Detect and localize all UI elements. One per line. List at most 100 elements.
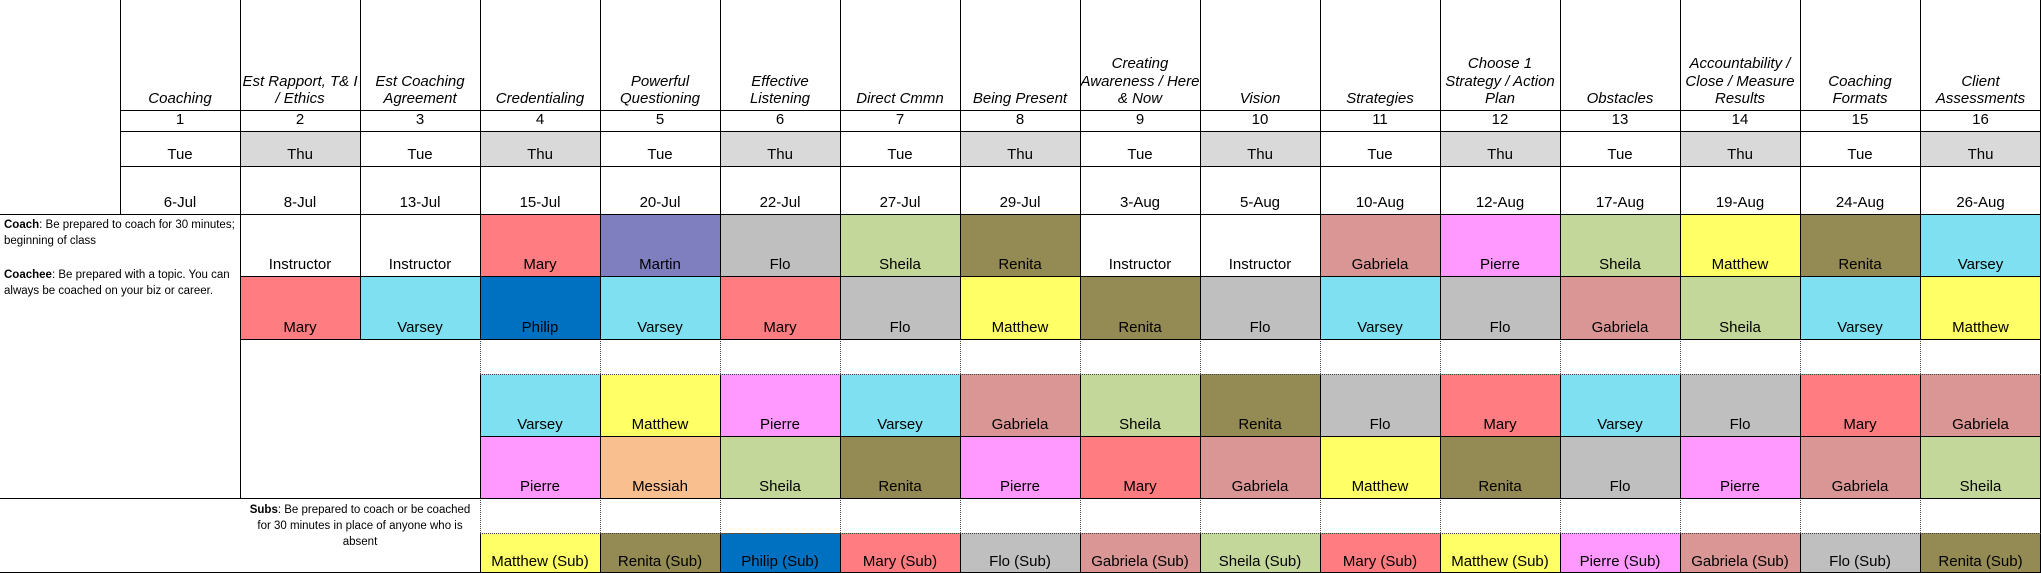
session-day: Tue [647, 146, 673, 164]
grid-line [600, 533, 601, 573]
coach-cell: Pierre [1440, 214, 1560, 276]
pair1-cell: Matthew [600, 374, 720, 436]
grid-line [960, 0, 961, 339]
grid-line [1080, 339, 1081, 374]
grid-line [1440, 0, 1441, 339]
coach-cell: Varsey [1920, 214, 2041, 276]
coachee-cell: Sheila [1680, 276, 1800, 339]
sub-cell: Matthew (Sub) [1440, 533, 1560, 573]
grid-line [1800, 339, 1801, 374]
coach-cell: Flo [720, 214, 840, 276]
coach-cell: Renita [960, 214, 1080, 276]
grid-line [1080, 0, 1081, 339]
coach-cell: Renita [1800, 214, 1920, 276]
pair1-cell: Varsey [840, 374, 960, 436]
session-day: Thu [1920, 131, 2041, 166]
sub-cell: Philip (Sub) [720, 533, 840, 573]
grid-line [480, 339, 481, 374]
coachee-cell: Gabriela [1560, 276, 1680, 339]
grid-line [1920, 436, 1921, 498]
coachee-cell: Varsey [600, 276, 720, 339]
grid-line [480, 533, 2041, 534]
grid-line [960, 339, 961, 374]
grid-line [1320, 0, 1321, 339]
pair2-cell: Mary [1080, 436, 1200, 498]
sub-cell: Flo (Sub) [1800, 533, 1920, 573]
session-topic: Vision [1239, 90, 1281, 108]
session-day: Thu [720, 131, 840, 166]
coachee-cell: Renita [1080, 276, 1200, 339]
grid-line [840, 339, 841, 374]
grid-line [720, 0, 721, 339]
pair1-cell: Gabriela [1920, 374, 2041, 436]
session-topic: Est Rapport, T& I / Ethics [242, 72, 358, 108]
grid-line [480, 498, 2041, 499]
session-topic: Choose 1 Strategy / Action Plan [1445, 54, 1555, 108]
session-number: 13 [1611, 111, 1629, 129]
grid-line [480, 0, 481, 339]
grid-line [840, 533, 841, 573]
session-day: Thu [1440, 131, 1560, 166]
pair1-cell: Flo [1680, 374, 1800, 436]
grid-line [1560, 436, 1561, 498]
coach-cell: Matthew [1680, 214, 1800, 276]
grid-line [720, 436, 721, 498]
grid-line [1080, 498, 1081, 533]
grid-line [240, 339, 2041, 340]
pair1-cell: Mary [1440, 374, 1560, 436]
session-topic: Powerful Questioning [619, 72, 701, 108]
session-date: 6-Jul [163, 194, 197, 212]
coach-note-label: Coach [4, 219, 40, 231]
session-date: 19-Aug [1715, 194, 1765, 212]
grid-line [1440, 533, 1441, 573]
pair1-cell: Varsey [480, 374, 600, 436]
sub-cell: Flo (Sub) [960, 533, 1080, 573]
sub-cell: Pierre (Sub) [1560, 533, 1680, 573]
session-number: 10 [1251, 111, 1269, 129]
grid-line [1560, 498, 1561, 533]
coach-cell: Martin [600, 214, 720, 276]
coachee-cell: Varsey [1320, 276, 1440, 339]
sub-cell: Sheila (Sub) [1200, 533, 1320, 573]
coachee-cell: Varsey [1800, 276, 1920, 339]
sub-cell: Gabriela (Sub) [1080, 533, 1200, 573]
pair2-cell: Gabriela [1200, 436, 1320, 498]
grid-line [480, 436, 481, 498]
grid-line [960, 533, 961, 573]
sub-cell: Mary (Sub) [840, 533, 960, 573]
grid-line [1320, 436, 1321, 498]
grid-line [240, 339, 241, 499]
sub-cell: Matthew (Sub) [480, 533, 600, 573]
session-day: Thu [240, 131, 360, 166]
session-day: Tue [1607, 146, 1633, 164]
session-date: 8-Jul [283, 194, 317, 212]
grid-line [1680, 374, 1681, 436]
grid-line [480, 498, 481, 533]
pair1-cell: Flo [1320, 374, 1440, 436]
sub-cell: Renita (Sub) [600, 533, 720, 573]
pair1-cell: Renita [1200, 374, 1320, 436]
session-number: 2 [295, 111, 305, 129]
coachee-cell: Matthew [960, 276, 1080, 339]
grid-line [1200, 339, 1201, 374]
pair2-cell: Pierre [1680, 436, 1800, 498]
session-topic: Coaching [148, 90, 212, 108]
session-number: 3 [415, 111, 425, 129]
grid-line [600, 436, 601, 498]
session-topic: Coaching Formats [1828, 72, 1892, 108]
sub-cell: Renita (Sub) [1920, 533, 2041, 573]
pair1-cell: Mary [1800, 374, 1920, 436]
subs-note: Subs: Be prepared to coach or be coached… [240, 499, 480, 573]
pair2-cell: Gabriela [1800, 436, 1920, 498]
session-number: 12 [1491, 111, 1509, 129]
session-date: 10-Aug [1355, 194, 1405, 212]
session-number: 9 [1135, 111, 1145, 129]
session-date: 12-Aug [1475, 194, 1525, 212]
session-topic: Credentialing [495, 90, 585, 108]
session-number: 8 [1015, 111, 1025, 129]
session-number: 16 [1972, 111, 1989, 129]
coach-cell: Instructor [360, 214, 480, 276]
grid-line [120, 131, 2041, 132]
session-topic: Obstacles [1586, 90, 1654, 108]
grid-line [1800, 374, 1801, 436]
